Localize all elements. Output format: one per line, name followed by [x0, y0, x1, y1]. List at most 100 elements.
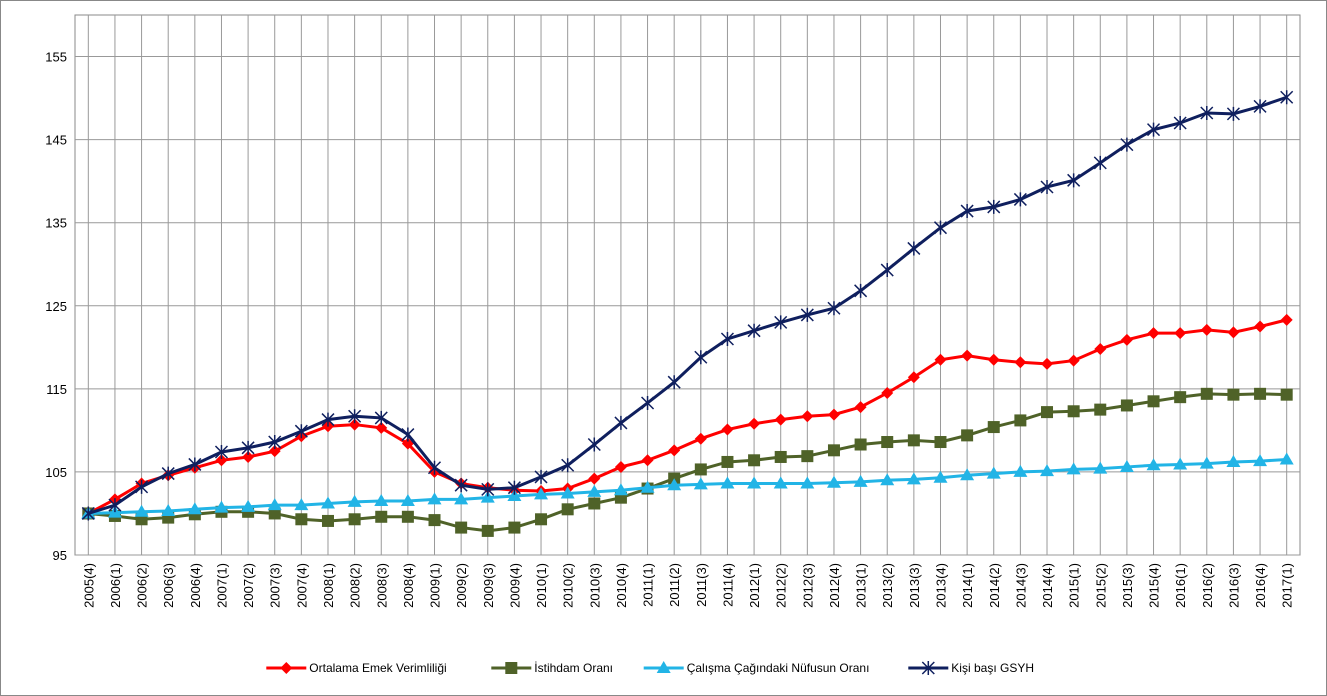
- marker: [280, 662, 293, 674]
- marker: [881, 387, 894, 399]
- y-tick-label: 125: [45, 299, 67, 314]
- marker: [1200, 323, 1213, 336]
- marker: [241, 499, 256, 512]
- x-tick-label: 2007(2): [241, 563, 256, 608]
- marker: [987, 421, 1000, 434]
- legend-label: İstihdam Oranı: [534, 661, 613, 675]
- marker: [1147, 395, 1160, 408]
- marker: [348, 409, 362, 424]
- marker: [1013, 464, 1028, 477]
- marker: [854, 401, 867, 414]
- x-tick-label: 2006(3): [161, 563, 176, 608]
- x-tick-label: 2012(4): [827, 563, 842, 608]
- marker: [827, 408, 840, 421]
- marker: [1226, 106, 1240, 121]
- marker: [667, 478, 682, 491]
- marker: [748, 417, 761, 430]
- marker: [534, 469, 548, 484]
- x-tick-label: 2007(1): [214, 563, 229, 608]
- marker: [455, 521, 468, 534]
- marker: [321, 514, 334, 527]
- marker: [375, 421, 388, 434]
- marker: [1280, 313, 1293, 326]
- x-tick-label: 2010(2): [561, 563, 576, 608]
- x-tick-label: 2008(2): [348, 563, 363, 608]
- legend-label: Çalışma Çağındaki Nüfusun Oranı: [687, 661, 870, 675]
- y-tick-label: 145: [45, 133, 67, 148]
- marker: [505, 662, 518, 674]
- marker: [694, 463, 707, 476]
- marker: [933, 220, 948, 235]
- marker: [587, 484, 602, 497]
- marker: [1173, 116, 1187, 130]
- marker: [561, 503, 574, 516]
- marker: [1067, 354, 1080, 367]
- x-tick-label: 2009(2): [454, 563, 469, 608]
- marker: [401, 510, 414, 523]
- marker: [321, 412, 335, 427]
- marker: [1279, 452, 1294, 465]
- marker: [108, 498, 122, 513]
- marker: [800, 476, 815, 489]
- x-tick-label: 2014(3): [1013, 563, 1028, 608]
- marker: [1093, 461, 1108, 474]
- x-tick-label: 2011(3): [694, 563, 709, 607]
- marker: [614, 460, 627, 473]
- marker: [1174, 391, 1187, 404]
- marker: [348, 418, 361, 431]
- marker: [242, 450, 255, 463]
- x-tick-label: 2011(4): [720, 563, 735, 607]
- x-tick-label: 2011(2): [667, 563, 682, 607]
- marker: [774, 413, 787, 426]
- x-tick-label: 2016(1): [1173, 563, 1188, 608]
- marker: [921, 661, 935, 675]
- marker: [641, 395, 655, 410]
- marker: [721, 455, 734, 468]
- marker: [640, 480, 655, 493]
- marker: [401, 427, 415, 442]
- x-tick-label: 2008(4): [401, 563, 416, 608]
- marker: [774, 315, 788, 330]
- marker: [1280, 388, 1293, 401]
- marker: [215, 454, 228, 467]
- marker: [1067, 405, 1080, 418]
- marker: [934, 436, 947, 449]
- marker: [934, 353, 947, 366]
- marker: [1200, 387, 1213, 400]
- marker: [294, 424, 308, 439]
- y-tick-label: 115: [46, 382, 67, 397]
- marker: [1200, 106, 1214, 121]
- marker: [81, 506, 95, 521]
- marker: [827, 301, 841, 316]
- marker: [507, 480, 521, 495]
- marker: [827, 444, 840, 457]
- marker: [933, 470, 948, 483]
- x-tick-label: 2012(1): [747, 563, 762, 608]
- marker: [1227, 326, 1240, 339]
- marker: [241, 440, 255, 455]
- marker: [960, 468, 975, 481]
- marker: [720, 476, 735, 489]
- marker: [162, 511, 175, 524]
- x-tick-label: 2008(1): [321, 563, 336, 608]
- marker: [1174, 327, 1187, 340]
- x-tick-label: 2007(4): [294, 563, 309, 608]
- marker: [747, 323, 761, 338]
- marker: [694, 432, 707, 445]
- marker: [668, 444, 681, 457]
- marker: [1254, 387, 1267, 400]
- marker: [613, 483, 628, 496]
- marker: [268, 445, 281, 458]
- marker: [561, 458, 575, 473]
- marker: [907, 434, 920, 447]
- legend-label: Ortalama Emek Verimliliği: [309, 661, 446, 675]
- marker: [161, 503, 176, 516]
- x-tick-label: 2009(4): [507, 563, 522, 608]
- marker: [854, 283, 868, 298]
- marker: [268, 507, 281, 520]
- marker: [481, 482, 495, 497]
- marker: [267, 498, 282, 511]
- x-tick-label: 2011(1): [641, 563, 656, 607]
- series-line: [87, 318, 1288, 515]
